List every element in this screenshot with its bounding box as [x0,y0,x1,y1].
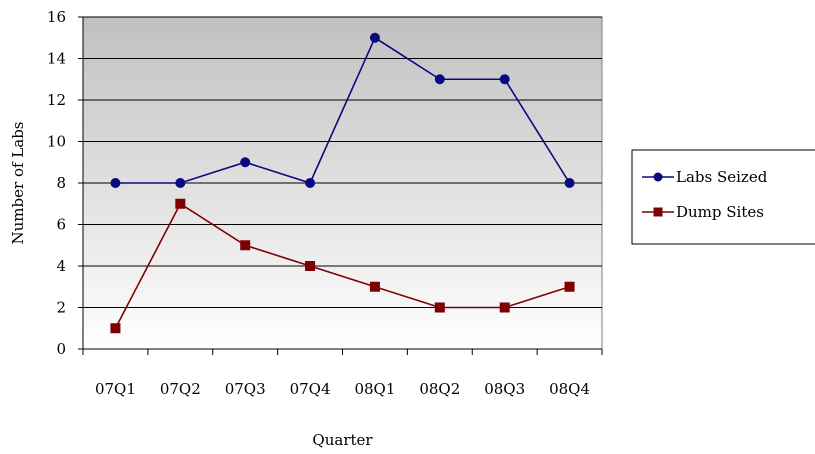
y-tick-label: 6 [56,216,66,234]
data-point [110,178,121,188]
data-point [175,198,186,209]
data-point [369,32,380,43]
data-point [499,74,510,85]
x-axis-title: Quarter [312,431,373,449]
legend-marker [653,172,663,182]
y-tick-label: 4 [56,257,66,275]
data-point [369,281,380,292]
y-tick-label: 2 [56,299,66,317]
data-point [240,240,251,251]
x-tick-label: 07Q2 [160,380,201,398]
legend-item: Dump Sites [642,203,764,221]
legend-item: Labs Seized [642,168,768,186]
data-point [434,74,445,85]
y-tick-label: 16 [47,8,66,26]
y-tick-label: 8 [56,174,66,192]
y-tick-label: 14 [47,50,66,68]
series-labs-seized [110,32,575,188]
series-line [115,36,571,184]
x-tick-label: 07Q3 [225,380,266,398]
data-point [434,302,445,313]
y-tick-label: 10 [47,133,66,151]
legend-label: Dump Sites [676,203,764,221]
data-point [175,178,186,188]
x-tick-label: 08Q4 [549,380,590,398]
legend: Labs Seized Dump Sites [631,149,815,245]
y-axis-title: Number of Labs [9,122,27,245]
x-tick-label: 07Q1 [95,380,136,398]
x-tick-label: 08Q3 [484,380,525,398]
gridlines [83,16,602,308]
data-point [305,178,316,188]
legend-marker [653,207,663,217]
y-tick-label: 12 [47,91,66,109]
series-line [114,202,570,329]
data-point [499,302,510,313]
x-tick-label: 08Q2 [419,380,460,398]
data-point [240,157,251,168]
data-point [305,261,316,271]
legend-box [631,149,815,245]
y-tick-label: 0 [56,340,66,358]
data-point [110,323,121,334]
series-dump-sites [110,198,575,334]
data-point [564,281,575,292]
legend-label: Labs Seized [676,168,768,186]
data-point [564,178,575,188]
x-tick-label: 08Q1 [354,380,395,398]
x-tick-label: 07Q4 [290,380,331,398]
axes: 0 2 4 6 8 10 12 14 16 07Q1 07Q2 07Q3 07Q4 08Q1 08Q2 08Q… [47,8,603,398]
series-layer [110,32,575,334]
